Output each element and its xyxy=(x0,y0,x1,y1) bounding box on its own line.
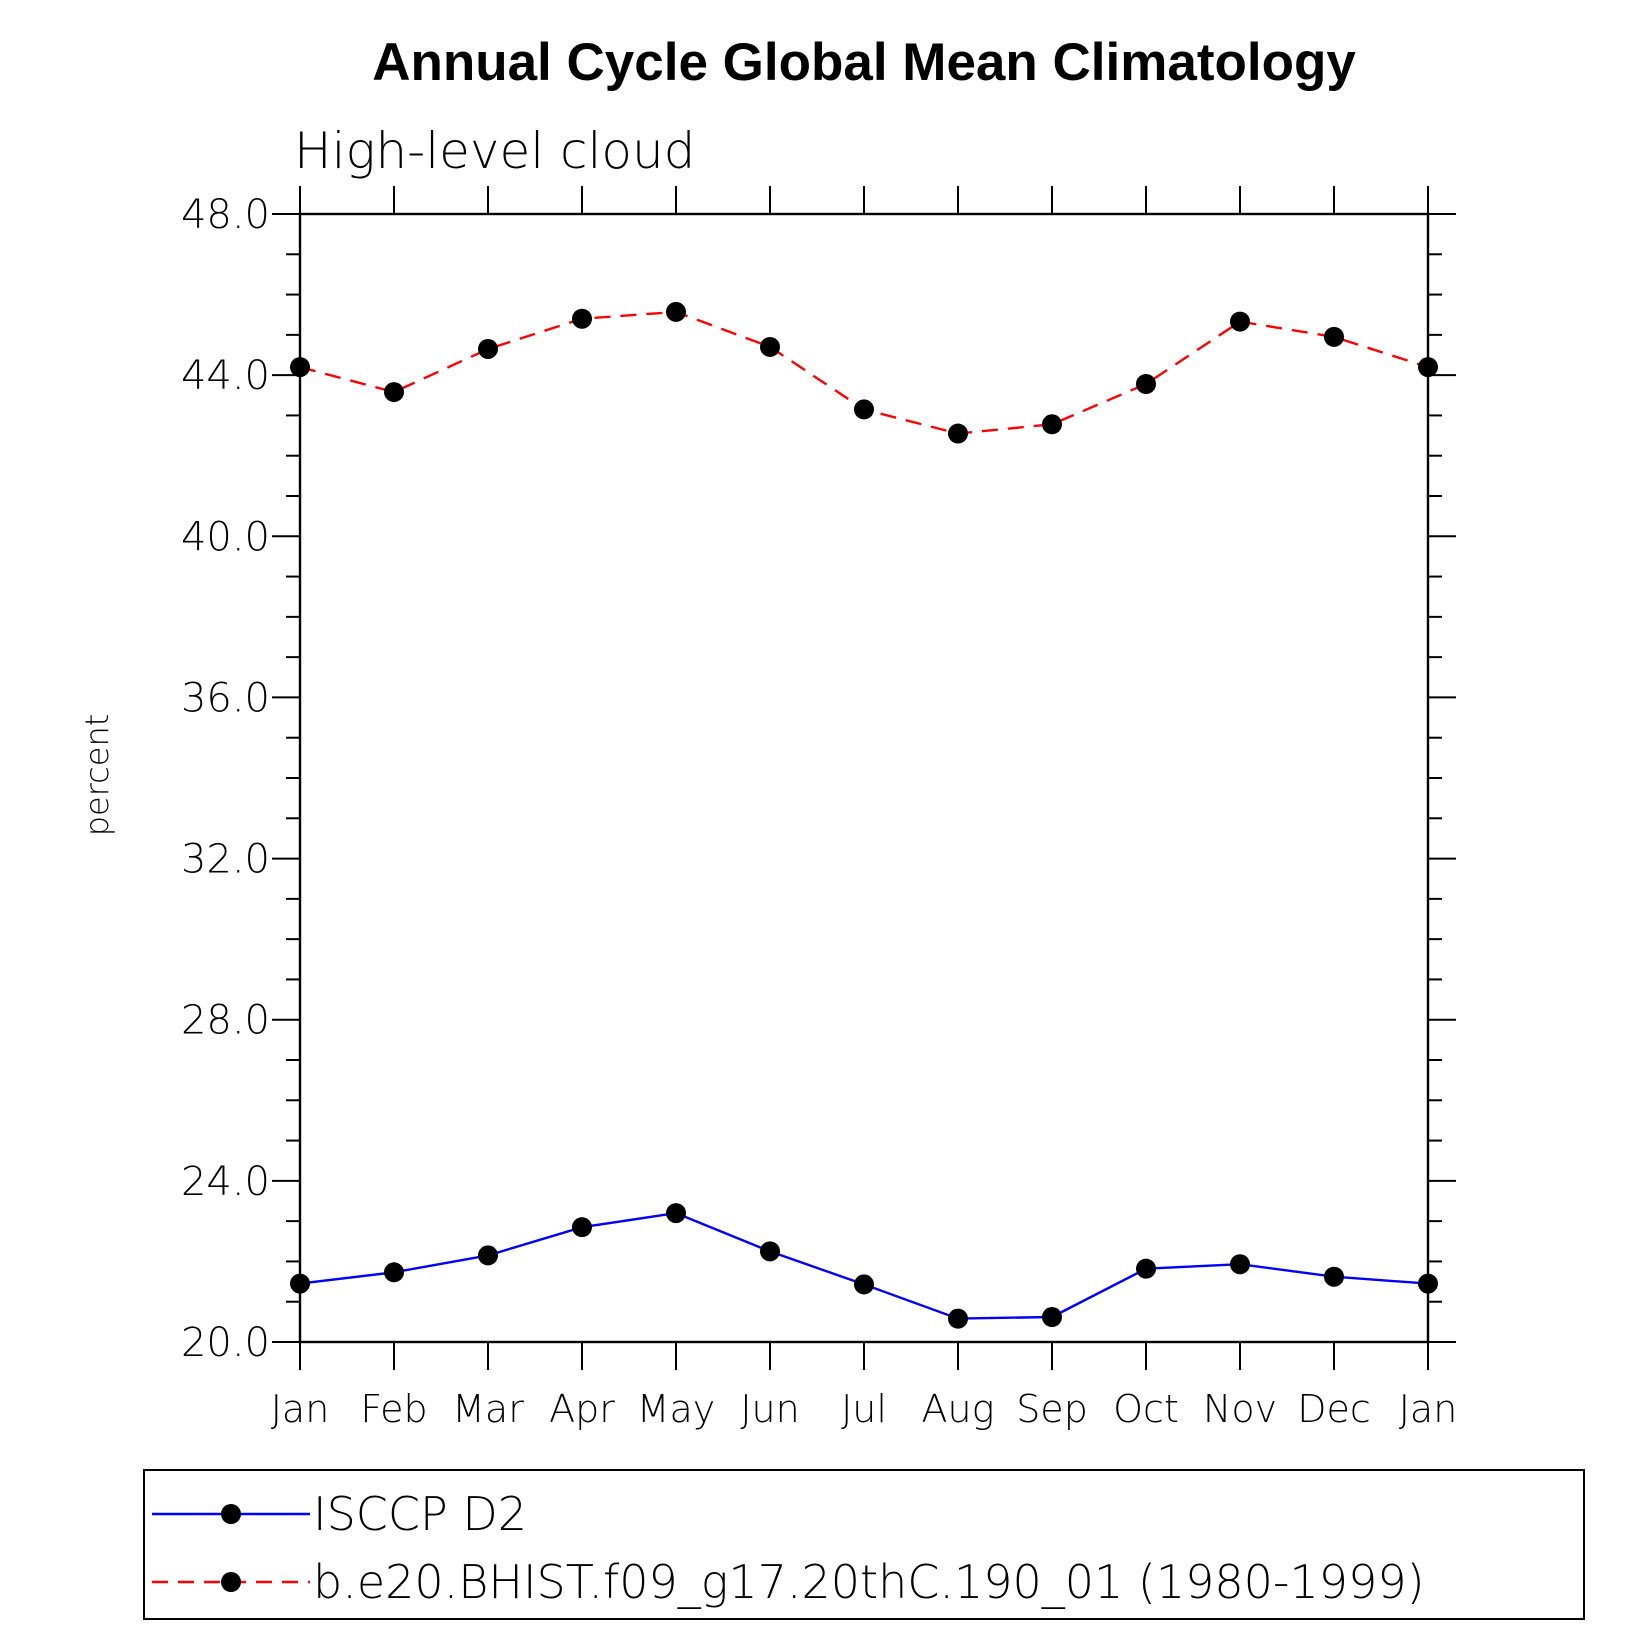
series-0-point xyxy=(1042,1307,1062,1328)
series-0-point xyxy=(572,1217,592,1238)
x-tick-label: Jan xyxy=(1399,1387,1458,1431)
y-tick-label: 44.0 xyxy=(181,353,270,399)
series-0-point xyxy=(1324,1266,1344,1287)
legend-label-isccp: ISCCP D2 xyxy=(313,1487,527,1541)
series-0-point xyxy=(478,1245,498,1266)
x-tick-label: May xyxy=(637,1387,716,1431)
series-0-point xyxy=(290,1273,310,1294)
x-tick-label: Dec xyxy=(1297,1387,1371,1431)
series-1-point xyxy=(1418,357,1438,378)
chart-title: Annual Cycle Global Mean Climatology xyxy=(372,33,1356,92)
y-tick-label: 36.0 xyxy=(181,675,270,721)
series-line-0 xyxy=(299,1211,1429,1320)
legend-box xyxy=(143,1469,1585,1620)
series-0-point xyxy=(760,1241,780,1262)
series-1-point xyxy=(854,399,874,420)
y-tick-label: 32.0 xyxy=(181,837,270,883)
y-tick-label: 20.0 xyxy=(181,1320,270,1366)
y-tick-label: 40.0 xyxy=(181,514,270,560)
legend-marker-model xyxy=(221,1572,241,1592)
series-0-point xyxy=(1136,1258,1156,1279)
series-1-point xyxy=(1042,414,1062,435)
legend-label-model: b.e20.BHIST.f09_g17.20thC.190_01 (1980-1… xyxy=(313,1555,1425,1609)
series-1-point xyxy=(666,301,686,322)
series-1-point xyxy=(290,357,310,378)
series-1-point xyxy=(1230,311,1250,332)
y-axis-label: percent xyxy=(78,714,116,837)
series-1-point xyxy=(760,336,780,357)
y-tick-label: 48.0 xyxy=(181,192,270,238)
x-tick-label: Oct xyxy=(1113,1387,1179,1431)
x-tick-label: Nov xyxy=(1203,1387,1277,1431)
x-tick-label: Jan xyxy=(271,1387,330,1431)
series-0-point xyxy=(384,1262,404,1283)
series-0-point xyxy=(1230,1254,1250,1275)
x-tick-label: Apr xyxy=(549,1387,615,1431)
legend: ISCCP D2 b.e20.BHIST.f09_g17.20thC.190_0… xyxy=(143,1469,1585,1620)
series-0-point xyxy=(948,1308,968,1329)
series-1-point xyxy=(572,308,592,329)
plot-frame xyxy=(298,212,1430,1344)
series-0-point xyxy=(1418,1273,1438,1294)
series-layer xyxy=(290,301,1438,1329)
series-1-point xyxy=(1136,374,1156,395)
legend-marker-isccp xyxy=(221,1504,241,1524)
y-tick-label: 28.0 xyxy=(181,998,270,1044)
series-1-point xyxy=(948,423,968,444)
x-tick-label: Mar xyxy=(452,1387,524,1431)
x-tick-label: Jul xyxy=(841,1387,887,1431)
series-1-point xyxy=(384,382,404,403)
axes: 20.0 24.0 28.0 32.0 36.0 40.0 44.0 48.0 Jan Feb Ma… xyxy=(181,186,1457,1431)
x-tick-label: Sep xyxy=(1016,1387,1088,1431)
x-tick-label: Aug xyxy=(922,1387,995,1431)
x-tick-label: Jun xyxy=(740,1387,799,1431)
series-0-point xyxy=(854,1274,874,1295)
chart-subtitle: High-level cloud xyxy=(294,122,695,180)
series-0-point xyxy=(666,1203,686,1224)
x-tick-label: Feb xyxy=(360,1387,427,1431)
series-1-point xyxy=(478,338,498,359)
y-tick-label: 24.0 xyxy=(181,1159,270,1205)
series-1-point xyxy=(1324,326,1344,347)
